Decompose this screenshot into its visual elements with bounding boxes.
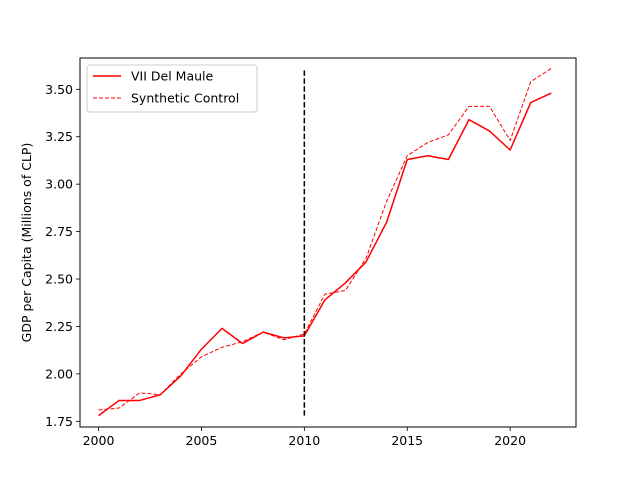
y-tick-label: 3.50: [45, 82, 73, 97]
plot-area: [98, 68, 552, 417]
y-tick-label: 3.25: [45, 129, 73, 144]
y-axis: 1.75 2.00 2.25 2.50 2.75 3.00 3.25 3.50: [45, 82, 80, 429]
y-tick-label: 2.75: [45, 224, 73, 239]
x-tick-label: 2000: [83, 433, 115, 448]
legend-box: [86, 64, 258, 113]
x-axis: 2000 2005 2010 2015 2020: [83, 427, 526, 448]
y-tick-label: 1.75: [45, 414, 73, 429]
axes-frame: [79, 57, 577, 428]
series-line-1: [98, 68, 552, 411]
legend-label-synthetic-control: Synthetic Control: [131, 91, 239, 106]
legend-label-vii-del-maule: VII Del Maule: [131, 69, 213, 84]
x-tick-label: 2010: [288, 433, 320, 448]
y-tick-label: 3.00: [45, 177, 73, 192]
x-tick-label: 2005: [186, 433, 218, 448]
legend: VII Del Maule Synthetic Control: [86, 64, 258, 113]
y-tick-label: 2.50: [45, 272, 73, 287]
x-tick-label: 2015: [391, 433, 423, 448]
y-tick-label: 2.00: [45, 366, 73, 381]
x-tick-label: 2020: [494, 433, 526, 448]
y-axis-label: GDP per Capita (Millions of CLP): [19, 143, 34, 343]
series-line-0: [98, 92, 552, 417]
y-tick-label: 2.25: [45, 319, 73, 334]
